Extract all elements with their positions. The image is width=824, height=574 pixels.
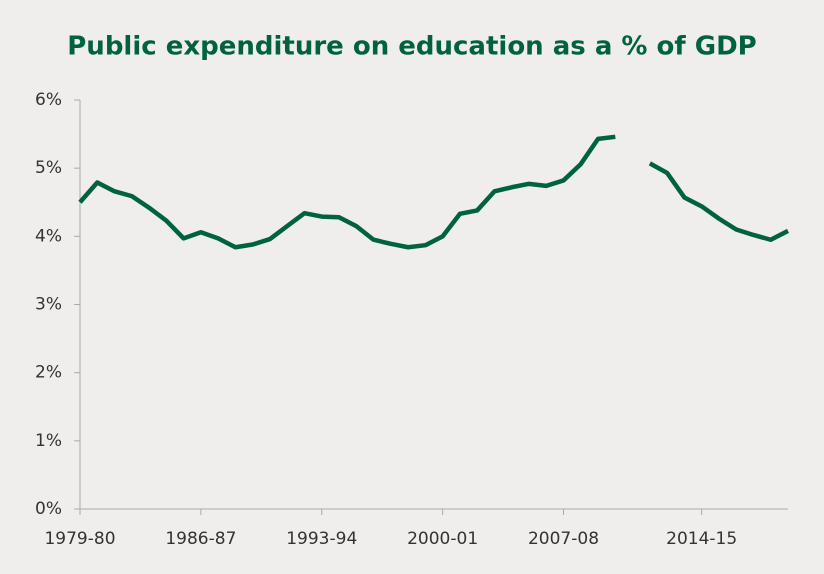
data-line	[78, 134, 790, 250]
y-tick-label: 5%	[35, 158, 62, 178]
y-tick-label: 1%	[35, 431, 62, 451]
x-tick-label: 1986-87	[165, 529, 236, 549]
x-tick-label: 1993-94	[286, 529, 357, 549]
x-tick-label: 2014-15	[666, 529, 737, 549]
y-tick-label: 2%	[35, 363, 62, 383]
y-tick-label: 6%	[35, 90, 62, 110]
y-tick-label: 3%	[35, 295, 62, 315]
y-tick-label: 4%	[35, 226, 62, 246]
x-tick-label: 2007-08	[528, 529, 599, 549]
y-tick-label: 0%	[35, 499, 62, 519]
x-tick-label: 2000-01	[407, 529, 478, 549]
x-tick-label: 1979-80	[44, 529, 115, 549]
chart-title: Public expenditure on education as a % o…	[67, 32, 756, 62]
